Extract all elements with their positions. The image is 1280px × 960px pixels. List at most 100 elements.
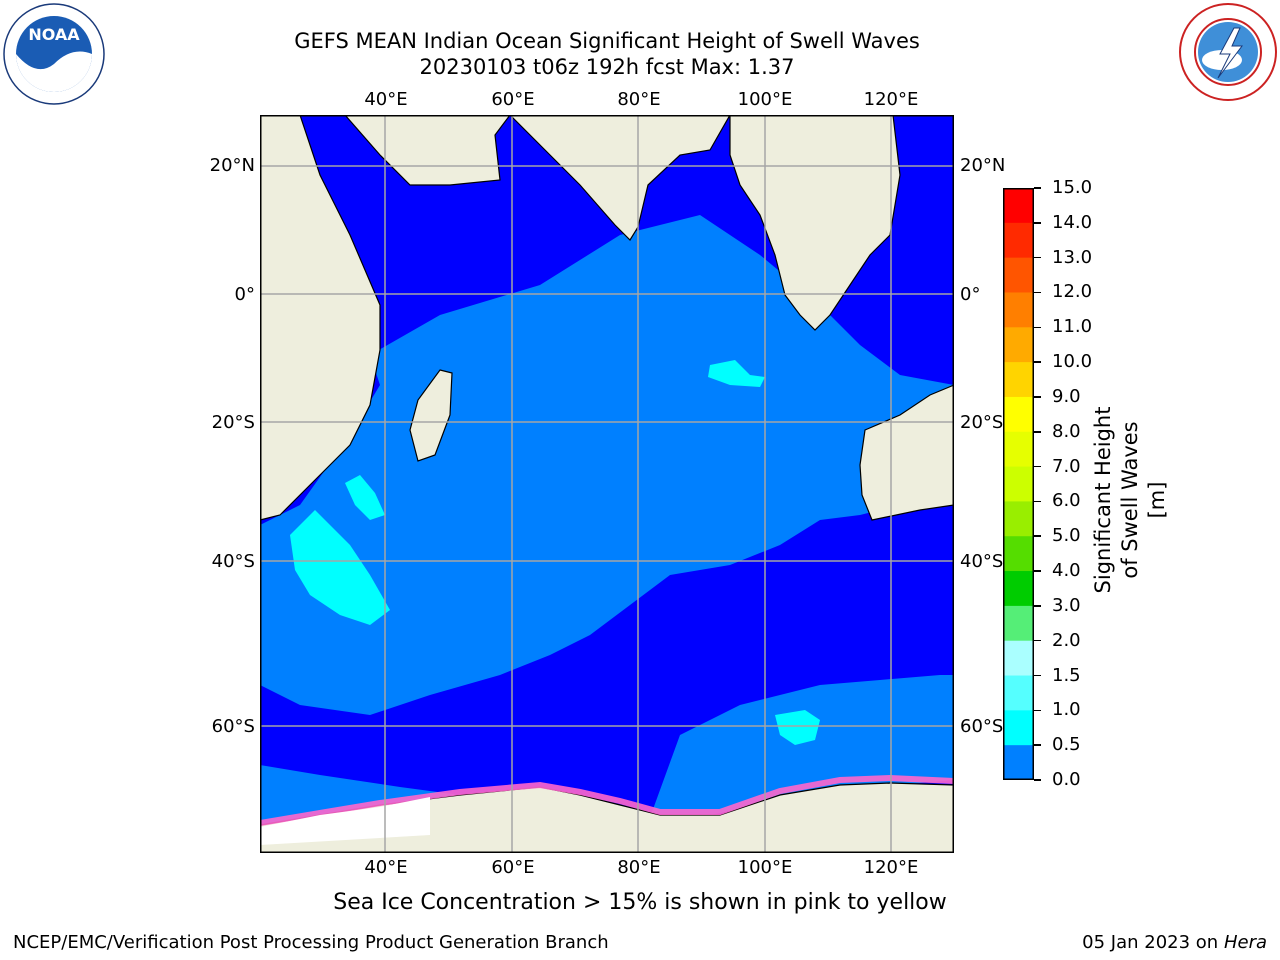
map-frame xyxy=(260,115,954,853)
colorbar-tick-mark xyxy=(1034,396,1041,398)
colorbar-segment xyxy=(1003,292,1034,328)
colorbar-tick-label: 11.0 xyxy=(1052,316,1093,338)
colorbar-tick-label: 12.0 xyxy=(1052,281,1093,303)
colorbar-segment xyxy=(1003,710,1034,746)
colorbar-tick-mark xyxy=(1034,535,1041,537)
lat-label-right: 40°S xyxy=(960,551,1004,572)
colorbar-tick-label: 8.0 xyxy=(1052,420,1081,442)
lon-label-bottom: 80°E xyxy=(617,857,661,878)
colorbar-tick-mark xyxy=(1034,744,1041,746)
colorbar-segment xyxy=(1003,257,1034,293)
lon-label-top: 40°E xyxy=(364,89,408,110)
colorbar-frame xyxy=(1003,188,1034,780)
sea-ice-annotation: Sea Ice Concentration > 15% is shown in … xyxy=(333,890,947,915)
colorbar-tick-mark xyxy=(1034,256,1041,259)
colorbar-tick-mark xyxy=(1034,639,1041,642)
colorbar-tick-mark xyxy=(1034,291,1041,294)
colorbar-tick-label: 4.0 xyxy=(1052,560,1081,582)
colorbar-tick-mark xyxy=(1034,187,1041,189)
swell-region-0.5-1.0 xyxy=(260,215,954,715)
lon-label-top: 100°E xyxy=(737,89,793,110)
colorbar-tick-label: 7.0 xyxy=(1052,455,1081,477)
colorbar-tick-label: 9.0 xyxy=(1052,385,1081,407)
colorbar-tick-label: 0.0 xyxy=(1052,769,1081,790)
colorbar-tick-mark xyxy=(1034,222,1041,224)
colorbar-segment xyxy=(1003,362,1034,398)
colorbar-segment xyxy=(1003,605,1034,642)
lat-label-right: 60°S xyxy=(960,716,1004,737)
lon-label-bottom: 40°E xyxy=(364,857,408,878)
colorbar-segment xyxy=(1003,431,1034,468)
nws-logo xyxy=(1179,3,1277,101)
footer-date: 05 Jan 2023 on Hera xyxy=(1082,932,1267,953)
landmass-layer xyxy=(260,115,954,853)
lat-label-right: 20°S xyxy=(960,412,1004,433)
colorbar-tick-mark xyxy=(1034,361,1041,363)
australia-land xyxy=(859,384,954,521)
graticule xyxy=(260,115,954,853)
lon-label-bottom: 100°E xyxy=(737,857,793,878)
southeast-asia-land xyxy=(729,115,901,331)
colorbar-tick-label: 1.0 xyxy=(1052,699,1081,721)
colorbar-segment xyxy=(1003,327,1034,363)
footer-machine: Hera xyxy=(1223,932,1267,953)
colorbar-segment xyxy=(1003,536,1034,572)
colorbar-segment xyxy=(1003,396,1034,433)
swell-region-1.0-1.5 xyxy=(708,360,765,387)
lat-label-left: 40°S xyxy=(211,551,255,572)
madagascar-land xyxy=(409,369,453,462)
lat-label-left: 20°N xyxy=(209,155,255,176)
sea-ice-white xyxy=(260,797,430,845)
colorbar-tick-label: 10.0 xyxy=(1052,351,1093,373)
colorbar-tick-mark xyxy=(1034,674,1041,677)
colorbar-tick-mark xyxy=(1034,605,1041,607)
colorbar-tick-label: 15.0 xyxy=(1052,177,1093,198)
colorbar-tick-label: 6.0 xyxy=(1052,490,1081,512)
colorbar-tick-label: 13.0 xyxy=(1052,246,1093,268)
lat-label-right: 0° xyxy=(960,284,981,305)
swell-region-1.0-1.5 xyxy=(345,475,385,520)
colorbar-tick-mark xyxy=(1034,500,1041,503)
noaa-logo: NOAA xyxy=(3,3,105,105)
lon-label-bottom: 120°E xyxy=(863,857,919,878)
lon-label-top: 120°E xyxy=(863,89,919,110)
colorbar-segment xyxy=(1003,745,1034,780)
colorbar-segment xyxy=(1003,501,1034,537)
footer-date-text: 05 Jan 2023 on xyxy=(1082,932,1224,953)
colorbar xyxy=(1003,188,1034,780)
colorbar-tick-mark xyxy=(1034,465,1041,468)
colorbar-segment xyxy=(1003,571,1034,607)
lon-label-top: 60°E xyxy=(491,89,535,110)
colorbar-tick-label: 14.0 xyxy=(1052,211,1093,233)
lon-label-bottom: 60°E xyxy=(491,857,535,878)
sea-ice-edge xyxy=(260,774,954,826)
colorbar-tick-label: 0.5 xyxy=(1052,734,1081,756)
lat-label-left: 60°S xyxy=(211,716,255,737)
lat-label-right: 20°N xyxy=(960,155,1006,176)
chart-title: GEFS MEAN Indian Ocean Significant Heigh… xyxy=(294,29,920,53)
colorbar-segment xyxy=(1003,188,1034,224)
colorbar-tick-mark xyxy=(1034,779,1041,781)
lon-label-top: 80°E xyxy=(617,89,661,110)
swell-height-map xyxy=(260,115,954,853)
footer-credit: NCEP/EMC/Verification Post Processing Pr… xyxy=(13,932,609,953)
colorbar-segment xyxy=(1003,640,1034,677)
lat-label-left: 20°S xyxy=(211,412,255,433)
noaa-logo-text: NOAA xyxy=(28,25,80,44)
colorbar-tick-mark xyxy=(1034,570,1041,572)
colorbar-tick-label: 2.0 xyxy=(1052,629,1081,651)
colorbar-tick-label: 5.0 xyxy=(1052,525,1081,547)
colorbar-tick-mark xyxy=(1034,431,1041,433)
lat-label-left: 0° xyxy=(234,284,255,305)
africa-arabia-land xyxy=(260,115,511,521)
colorbar-tick-label: 1.5 xyxy=(1052,664,1081,686)
colorbar-label: Significant Height of Swell Waves [m] xyxy=(1091,406,1169,594)
swell-region-1.0-1.5 xyxy=(290,510,390,625)
colorbar-tick-mark xyxy=(1034,709,1041,712)
swell-region-1.0-1.5 xyxy=(775,710,820,745)
colorbar-segment xyxy=(1003,675,1034,711)
colorbar-segment xyxy=(1003,466,1034,502)
swell-region-0.5-1.0-south xyxy=(640,675,954,845)
colorbar-tick-mark xyxy=(1034,326,1041,329)
chart-subtitle: 20230103 t06z 192h fcst Max: 1.37 xyxy=(419,55,795,79)
